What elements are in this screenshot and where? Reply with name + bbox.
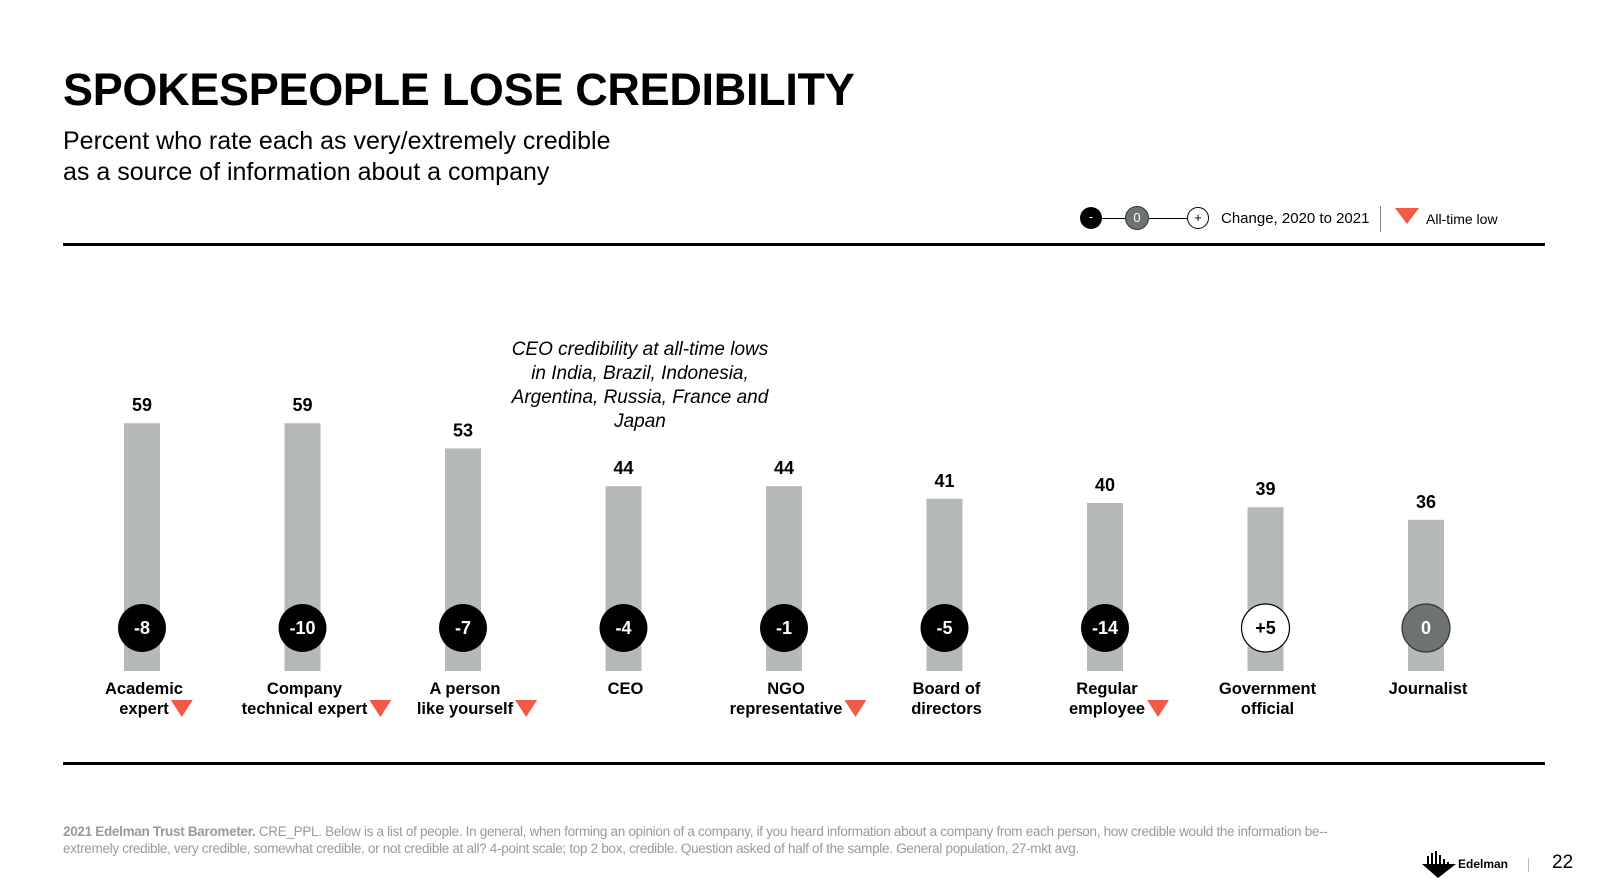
bar-value-label: 44	[774, 458, 794, 478]
alltime-low-icon	[515, 700, 538, 717]
chart-legend: - 0 + Change, 2020 to 2021 All-time low	[1080, 204, 1540, 234]
bar-value-label: 59	[132, 395, 152, 415]
bar-value-label: 36	[1416, 492, 1436, 512]
category-label: NGO	[767, 680, 805, 698]
change-badge-label: -10	[289, 618, 315, 638]
bar-value-label: 41	[934, 471, 954, 491]
category-label: expert	[119, 700, 169, 718]
category-label: Academic	[105, 680, 183, 698]
page-number: 22	[1552, 852, 1574, 873]
category-label: Board of	[913, 680, 981, 698]
bar-value-label: 44	[613, 458, 633, 478]
alltime-low-icon	[1147, 700, 1170, 717]
change-badge	[1240, 603, 1291, 653]
change-badge	[760, 604, 808, 652]
bar-value-label: 53	[453, 420, 473, 440]
category-label: Government	[1219, 680, 1317, 698]
change-badge	[599, 604, 648, 652]
legend-positive-circle: +	[1187, 207, 1209, 229]
bar-value-label: 39	[1255, 479, 1275, 499]
change-badge	[1081, 604, 1129, 652]
legend-line-left	[1102, 218, 1136, 219]
subtitle-line-2: as a source of information about a compa…	[63, 158, 550, 186]
subtitle-line-1: Percent who rate each as very/extremely …	[63, 127, 611, 155]
legend-negative-circle: -	[1080, 207, 1102, 229]
legend-line-right	[1149, 218, 1187, 219]
change-badge-label: -1	[776, 618, 792, 638]
footnote-source-bold: 2021 Edelman Trust Barometer.	[63, 824, 256, 839]
credibility-bar-chart: 59-8Academicexpert59-10Companytechnical …	[105, 395, 1468, 718]
change-badge	[439, 604, 487, 652]
category-label: Company	[267, 680, 343, 698]
change-badge-label: 0	[1421, 618, 1431, 638]
change-badge-label: -8	[134, 618, 150, 638]
change-badge-label: -14	[1092, 618, 1118, 638]
change-badge	[118, 604, 166, 652]
change-badge-label: -4	[615, 618, 631, 638]
brand-name: Edelman	[1458, 857, 1509, 871]
category-label: employee	[1069, 700, 1145, 718]
bar-value-label: 59	[292, 395, 312, 415]
bar-value-label: 40	[1095, 475, 1115, 495]
change-badge-label: +5	[1255, 618, 1276, 638]
change-badge-label: -7	[455, 618, 471, 638]
category-label: A person	[430, 680, 501, 698]
change-badge-label: -5	[936, 618, 952, 638]
category-label: like yourself	[417, 700, 514, 718]
alltime-low-icon	[170, 700, 193, 717]
page-title: SPOKESPEOPLE LOSE CREDIBILITY	[63, 64, 855, 115]
legend-alltime-label: All-time low	[1426, 211, 1498, 227]
change-badge	[278, 604, 327, 652]
legend-separator	[1380, 206, 1381, 232]
alltime-low-icon	[844, 700, 867, 717]
category-label: official	[1241, 700, 1294, 718]
source-footnote: 2021 Edelman Trust Barometer. CRE_PPL. B…	[63, 823, 1353, 857]
legend-zero-circle: 0	[1125, 206, 1149, 230]
category-label: CEO	[608, 680, 644, 698]
legend-alltime-low-icon	[1395, 208, 1419, 224]
top-divider	[63, 243, 1545, 246]
change-badge	[1401, 603, 1451, 653]
category-label: Regular	[1076, 680, 1138, 698]
category-label: representative	[730, 700, 843, 718]
category-label: Journalist	[1389, 680, 1468, 698]
category-label: directors	[911, 700, 982, 718]
edelman-logo-icon	[1422, 851, 1456, 878]
legend-change-label: Change, 2020 to 2021	[1221, 210, 1370, 227]
alltime-low-icon	[369, 700, 392, 717]
ceo-annotation: CEO credibility at all-time lows in Indi…	[511, 339, 769, 432]
change-badge	[920, 604, 969, 652]
footnote-source-text: CRE_PPL. Below is a list of people. In g…	[63, 824, 1328, 856]
bottom-divider	[63, 762, 1545, 765]
page-number-separator	[1528, 858, 1529, 872]
page-subtitle: Percent who rate each as very/extremely …	[63, 126, 610, 188]
category-label: technical expert	[242, 700, 368, 718]
